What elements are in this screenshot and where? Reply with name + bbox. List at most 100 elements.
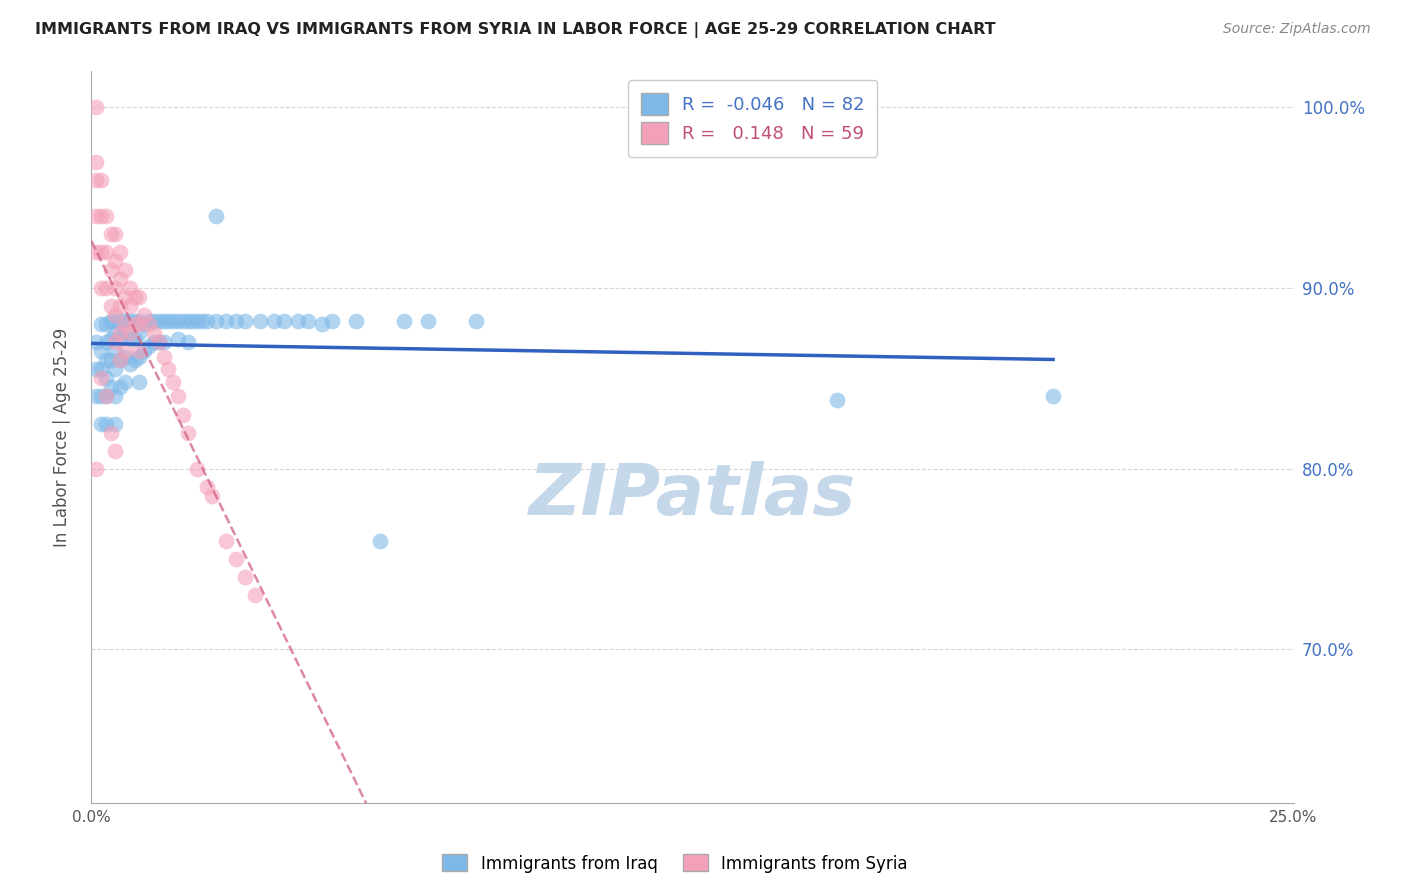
Point (465, 313, 488, 327)
Point (134, 317, 156, 331)
Point (243, 588, 266, 602)
Point (138, 317, 160, 331)
Point (368, 533, 391, 548)
Point (167, 313, 190, 327)
Point (100, 227, 122, 241)
Point (104, 313, 127, 327)
Point (167, 389, 190, 403)
Point (100, 313, 122, 327)
Point (1042, 389, 1064, 403)
Point (94, 389, 117, 403)
Point (94, 281, 117, 295)
Point (148, 335, 170, 350)
Point (118, 326, 141, 341)
Point (249, 313, 271, 327)
Point (344, 313, 367, 327)
Point (114, 317, 136, 331)
Point (138, 339, 160, 353)
Point (186, 461, 208, 475)
Point (114, 350, 136, 364)
Point (205, 209, 228, 223)
Point (118, 313, 141, 327)
Point (104, 362, 127, 376)
Point (176, 335, 198, 350)
Point (152, 350, 174, 364)
Point (114, 313, 136, 327)
Point (90, 244, 112, 259)
Point (84, 389, 107, 403)
Point (94, 317, 117, 331)
Point (84, 362, 107, 376)
Point (90, 317, 112, 331)
Point (215, 313, 238, 327)
Point (84, 100, 107, 114)
Point (90, 389, 112, 403)
Point (124, 353, 146, 368)
Text: Source: ZipAtlas.com: Source: ZipAtlas.com (1223, 22, 1371, 37)
Point (104, 417, 127, 431)
Point (176, 313, 198, 327)
Point (110, 299, 132, 313)
Y-axis label: In Labor Force | Age 25-29: In Labor Force | Age 25-29 (52, 327, 70, 547)
Point (84, 154, 107, 169)
Point (90, 362, 112, 376)
Point (104, 335, 127, 350)
Point (167, 332, 190, 346)
Point (162, 375, 184, 389)
Point (114, 290, 136, 304)
Point (124, 290, 146, 304)
Point (263, 313, 285, 327)
Text: IMMIGRANTS FROM IRAQ VS IMMIGRANTS FROM SYRIA IN LABOR FORCE | AGE 25-29 CORRELA: IMMIGRANTS FROM IRAQ VS IMMIGRANTS FROM … (35, 22, 995, 38)
Point (94, 371, 117, 385)
Point (118, 281, 141, 295)
Point (100, 353, 122, 368)
Point (128, 290, 150, 304)
Point (142, 326, 165, 341)
Point (225, 313, 247, 327)
Point (134, 344, 156, 359)
Point (110, 332, 132, 346)
Point (186, 313, 208, 327)
Point (172, 313, 194, 327)
Point (104, 227, 127, 241)
Point (104, 281, 127, 295)
Point (225, 552, 247, 566)
Point (84, 209, 107, 223)
Point (90, 417, 112, 431)
Point (124, 332, 146, 346)
Point (118, 299, 141, 313)
Point (128, 350, 150, 364)
Point (128, 317, 150, 331)
Point (104, 308, 127, 322)
Point (118, 332, 141, 346)
Point (142, 335, 165, 350)
Point (172, 408, 194, 422)
Legend: R =  -0.046   N = 82, R =   0.148   N = 59: R = -0.046 N = 82, R = 0.148 N = 59 (628, 80, 877, 157)
Point (392, 313, 415, 327)
Point (94, 335, 117, 350)
Point (181, 313, 204, 327)
Point (195, 313, 218, 327)
Point (138, 313, 160, 327)
Point (110, 244, 132, 259)
Point (321, 313, 343, 327)
Point (100, 263, 122, 277)
Legend: Immigrants from Iraq, Immigrants from Syria: Immigrants from Iraq, Immigrants from Sy… (436, 847, 914, 880)
Point (128, 326, 150, 341)
Point (162, 313, 184, 327)
Point (90, 281, 112, 295)
Point (100, 299, 122, 313)
Point (84, 461, 107, 475)
Point (152, 335, 174, 350)
Point (157, 313, 180, 327)
Point (94, 389, 117, 403)
Point (94, 209, 117, 223)
Point (110, 380, 132, 394)
Point (273, 313, 295, 327)
Point (104, 344, 127, 359)
Point (104, 389, 127, 403)
Point (825, 392, 848, 407)
Point (90, 209, 112, 223)
Point (84, 335, 107, 350)
Point (100, 332, 122, 346)
